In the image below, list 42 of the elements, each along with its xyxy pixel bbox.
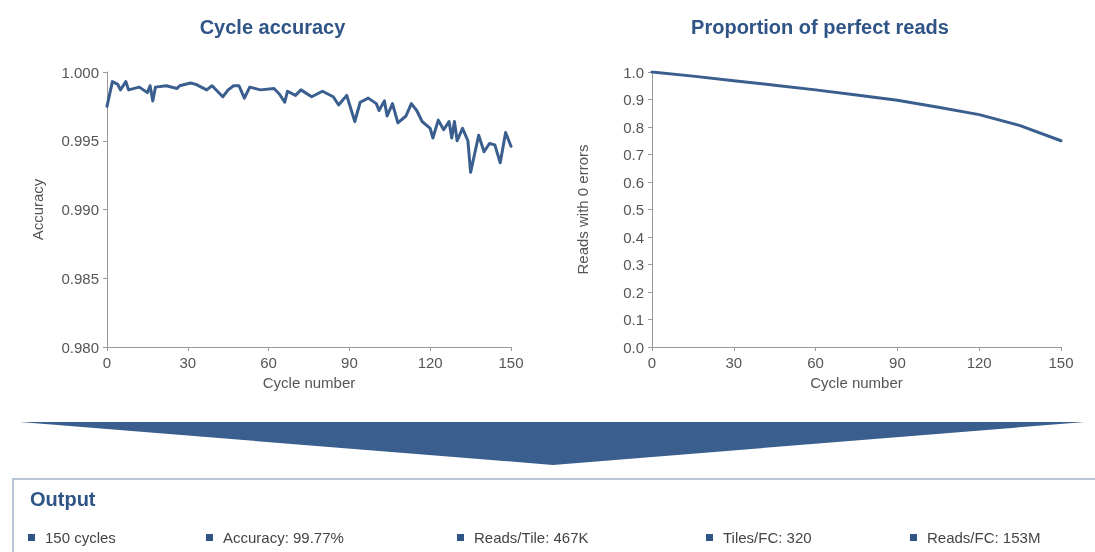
x-axis-title: Cycle number bbox=[262, 374, 356, 391]
text: Tiles/FC: 320 bbox=[722, 529, 812, 546]
x-tick-label: 0 bbox=[647, 354, 657, 371]
chart-title: Cycle accuracy bbox=[199, 16, 347, 38]
y-tick-label: 0.4 bbox=[623, 228, 644, 246]
y-tick-label: 0.8 bbox=[623, 118, 644, 136]
y-tick-label: 0.6 bbox=[623, 173, 644, 191]
y-tick-label: 0.990 bbox=[61, 201, 99, 218]
text: Reads/Tile: 467K bbox=[473, 529, 589, 546]
x-tick-label: 60 bbox=[807, 354, 824, 371]
y-axis-title: Reads with 0 errors bbox=[574, 144, 591, 275]
x-tick-label: 150 bbox=[1048, 354, 1074, 371]
y-tick-label: 0.0 bbox=[623, 338, 644, 356]
y-tick-label: 0.9 bbox=[623, 91, 644, 108]
text: 150 cycles bbox=[44, 529, 116, 546]
y-tick-label: 0.1 bbox=[623, 311, 644, 328]
x-tick-label: 150 bbox=[498, 354, 524, 371]
y-tick-label: 0.995 bbox=[61, 132, 99, 150]
y-tick-label: 0.985 bbox=[61, 269, 99, 287]
x-tick-label: 60 bbox=[260, 354, 277, 371]
y-tick-label: 0.5 bbox=[623, 201, 644, 218]
text: Accuracy: 99.77% bbox=[222, 529, 344, 546]
line-series bbox=[650, 70, 1063, 143]
text: Reads/FC: 153M bbox=[926, 529, 1041, 546]
x-tick-label: 120 bbox=[417, 354, 443, 371]
x-tick-label: 30 bbox=[725, 354, 743, 371]
chart-title: Proportion of perfect reads bbox=[691, 16, 949, 38]
x-tick-label: 120 bbox=[966, 354, 992, 371]
line-series bbox=[105, 80, 513, 174]
y-tick-label: 1.0 bbox=[623, 63, 644, 81]
x-tick-label: 0 bbox=[102, 354, 112, 371]
y-tick-label: 1.000 bbox=[61, 63, 99, 81]
x-tick-label: 90 bbox=[889, 354, 906, 371]
x-tick-label: 30 bbox=[179, 354, 197, 371]
text: Output bbox=[30, 488, 96, 511]
y-tick-label: 0.7 bbox=[623, 146, 644, 163]
y-tick-label: 0.3 bbox=[623, 256, 644, 273]
y-tick-label: 0.980 bbox=[61, 338, 99, 356]
y-tick-label: 0.2 bbox=[623, 283, 644, 301]
x-axis-title: Cycle number bbox=[810, 374, 903, 391]
y-axis-title: Accuracy bbox=[29, 178, 46, 241]
x-tick-label: 90 bbox=[341, 354, 358, 371]
